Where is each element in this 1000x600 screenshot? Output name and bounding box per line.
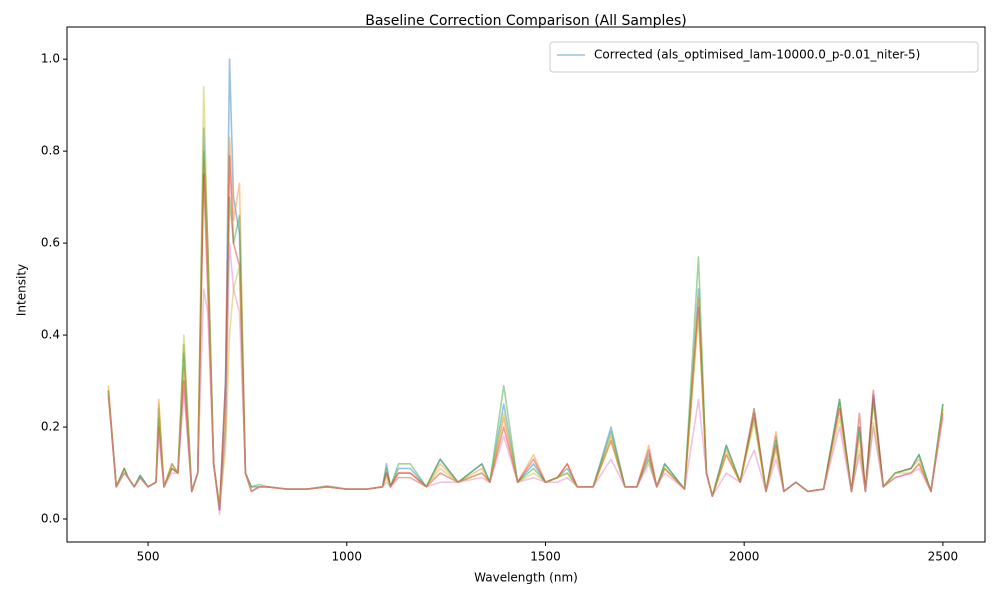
y-tick-label: 0.4 — [41, 328, 60, 342]
y-tick-label: 1.0 — [41, 52, 60, 66]
x-tick-label: 1500 — [530, 550, 561, 564]
chart-title: Baseline Correction Comparison (All Samp… — [365, 13, 686, 29]
y-axis-label: Intensity — [15, 264, 29, 316]
y-tick-label: 0.2 — [41, 420, 60, 434]
series-line — [107, 136, 944, 507]
y-tick-label: 0.0 — [41, 512, 60, 526]
y-tick-label: 0.6 — [41, 236, 60, 250]
x-tick-label: 500 — [137, 550, 160, 564]
x-tick-label: 1000 — [331, 550, 362, 564]
series-line — [107, 154, 944, 511]
x-tick-label: 2000 — [729, 550, 760, 564]
legend-box — [549, 41, 979, 73]
x-axis-label: Wavelength (nm) — [474, 571, 578, 585]
series-line — [107, 58, 944, 511]
x-tick-label: 2500 — [928, 550, 959, 564]
legend-label: Corrected (als_optimised_lam-10000.0_p-0… — [594, 48, 920, 62]
axes-frame — [66, 26, 986, 543]
series-line — [107, 85, 944, 507]
series-line — [107, 242, 944, 516]
plot-area — [107, 58, 944, 516]
y-tick-label: 0.8 — [41, 144, 60, 158]
series-line — [107, 150, 944, 511]
